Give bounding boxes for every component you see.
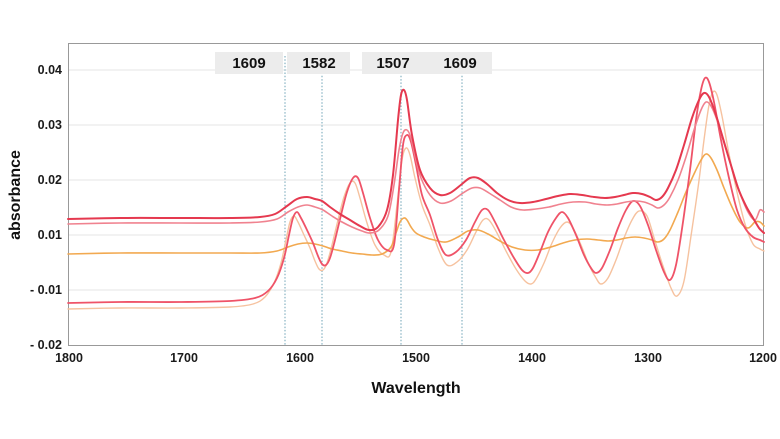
svg-text:Wavelength: Wavelength [371, 380, 460, 397]
svg-text:1609: 1609 [443, 55, 476, 72]
svg-text:absorbance: absorbance [7, 150, 24, 240]
svg-text:1400: 1400 [518, 351, 546, 365]
svg-text:1507: 1507 [376, 55, 409, 72]
svg-text:1200: 1200 [749, 351, 777, 365]
svg-text:1300: 1300 [634, 351, 662, 365]
svg-text:1800: 1800 [55, 351, 83, 365]
svg-text:0.02: 0.02 [38, 173, 62, 187]
svg-text:1700: 1700 [170, 351, 198, 365]
svg-text:- 0.01: - 0.01 [30, 283, 62, 297]
svg-text:0.04: 0.04 [38, 63, 62, 77]
svg-text:0.03: 0.03 [38, 118, 62, 132]
svg-text:0.01: 0.01 [38, 228, 62, 242]
svg-text:1582: 1582 [302, 55, 335, 72]
svg-text:- 0.02: - 0.02 [30, 338, 62, 352]
svg-text:1609: 1609 [232, 55, 265, 72]
svg-text:1500: 1500 [402, 351, 430, 365]
svg-text:1600: 1600 [286, 351, 314, 365]
